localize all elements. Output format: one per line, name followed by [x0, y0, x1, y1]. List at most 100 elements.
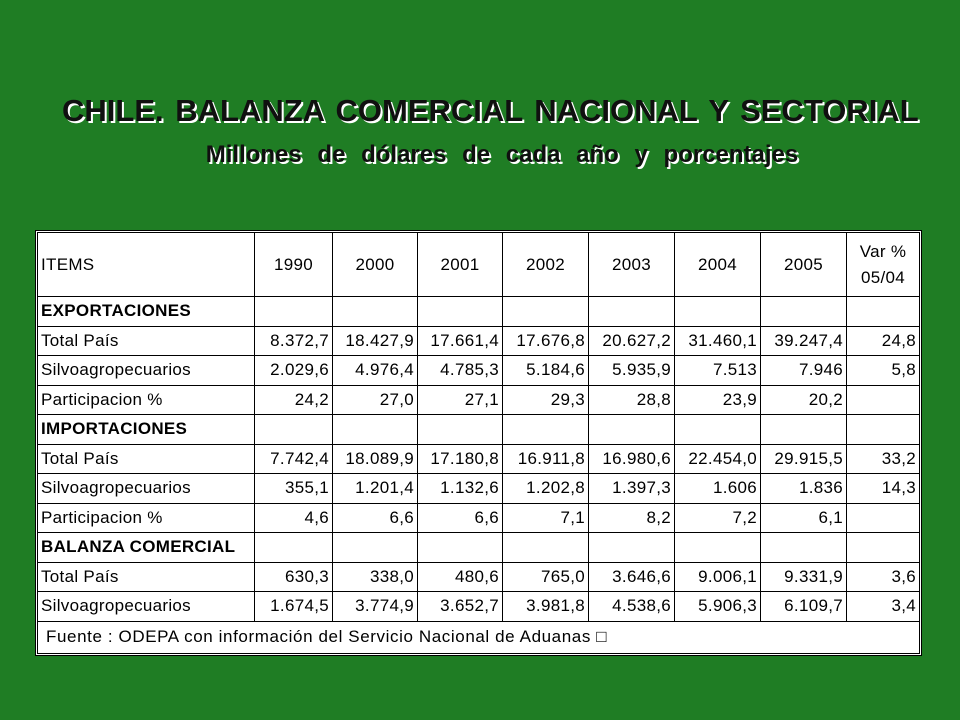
header-year-cell: 2004 [674, 232, 761, 297]
table-row: Participacion % 4,6 6,6 6,6 7,1 8,2 7,2 6,1 [37, 502, 920, 533]
empty-cell [502, 532, 589, 563]
value-cell: 6,6 [332, 502, 418, 533]
row-label-cell: Silvoagropecuarios [37, 473, 255, 504]
header-year-cell: 1990 [254, 232, 333, 297]
table-frame: ITEMS 1990 2000 2001 2002 2003 2004 2005… [35, 230, 922, 656]
value-cell: 27,0 [332, 384, 418, 415]
table-row: Total País 8.372,7 18.427,9 17.661,4 17.676,… [37, 325, 920, 356]
section-heading-row: EXPORTACIONES [37, 296, 920, 327]
slide-title: CHILE. BALANZA COMERCIAL NACIONAL Y SECT… [62, 93, 919, 128]
value-cell: 31.460,1 [674, 325, 761, 356]
row-label-cell: Silvoagropecuarios [37, 591, 255, 622]
row-label-cell: Total País [37, 561, 255, 592]
table-row: Silvoagropecuarios 1.674,5 3.774,9 3.652,7 3… [37, 591, 920, 622]
empty-cell [332, 296, 418, 327]
header-year-cell: 2003 [588, 232, 675, 297]
value-cell: 5.906,3 [674, 591, 761, 622]
value-cell: 8.372,7 [254, 325, 333, 356]
value-cell: 3.981,8 [502, 591, 589, 622]
value-cell: 16.980,6 [588, 443, 675, 474]
value-cell: 22.454,0 [674, 443, 761, 474]
empty-cell [760, 532, 847, 563]
value-cell: 4,6 [254, 502, 333, 533]
section-heading-cell: EXPORTACIONES [37, 296, 255, 327]
empty-cell [588, 532, 675, 563]
empty-cell [254, 532, 333, 563]
header-var-cell: Var % 05/04 [846, 232, 920, 297]
var-cell: 3,6 [846, 561, 920, 592]
empty-cell [588, 414, 675, 445]
value-cell: 4.785,3 [417, 355, 503, 386]
value-cell: 20.627,2 [588, 325, 675, 356]
value-cell: 29.915,5 [760, 443, 847, 474]
value-cell: 17.676,8 [502, 325, 589, 356]
value-cell: 1.674,5 [254, 591, 333, 622]
value-cell: 7,1 [502, 502, 589, 533]
row-label-cell: Silvoagropecuarios [37, 355, 255, 386]
var-cell: 5,8 [846, 355, 920, 386]
var-cell [846, 502, 920, 533]
empty-cell [254, 414, 333, 445]
value-cell: 765,0 [502, 561, 589, 592]
value-cell: 4.976,4 [332, 355, 418, 386]
row-label-cell: Participacion % [37, 384, 255, 415]
value-cell: 27,1 [417, 384, 503, 415]
value-cell: 1.606 [674, 473, 761, 504]
row-label-cell: Participacion % [37, 502, 255, 533]
row-label-cell: Total País [37, 443, 255, 474]
value-cell: 6,1 [760, 502, 847, 533]
empty-cell [332, 532, 418, 563]
empty-cell [417, 296, 503, 327]
value-cell: 17.661,4 [417, 325, 503, 356]
value-cell: 6,6 [417, 502, 503, 533]
value-cell: 338,0 [332, 561, 418, 592]
value-cell: 1.132,6 [417, 473, 503, 504]
empty-cell [254, 296, 333, 327]
source-row: Fuente : ODEPA con información del Servi… [37, 620, 920, 654]
var-cell: 3,4 [846, 591, 920, 622]
empty-cell [502, 414, 589, 445]
table-row: Participacion % 24,2 27,0 27,1 29,3 28,8 23,9 2… [37, 384, 920, 415]
header-var-line1: Var % [859, 241, 907, 261]
table-footer: Fuente : ODEPA con información del Servi… [37, 620, 920, 654]
empty-cell [674, 532, 761, 563]
value-cell: 3.652,7 [417, 591, 503, 622]
table-row: Silvoagropecuarios 355,1 1.201,4 1.132,6 1.2… [37, 473, 920, 504]
value-cell: 5.184,6 [502, 355, 589, 386]
value-cell: 630,3 [254, 561, 333, 592]
value-cell: 8,2 [588, 502, 675, 533]
value-cell: 1.201,4 [332, 473, 418, 504]
value-cell: 3.774,9 [332, 591, 418, 622]
value-cell: 5.935,9 [588, 355, 675, 386]
empty-cell [846, 532, 920, 563]
value-cell: 16.911,8 [502, 443, 589, 474]
table-row: Total País 7.742,4 18.089,9 17.180,8 16.911,… [37, 443, 920, 474]
value-cell: 480,6 [417, 561, 503, 592]
empty-cell [588, 296, 675, 327]
value-cell: 29,3 [502, 384, 589, 415]
value-cell: 1.202,8 [502, 473, 589, 504]
value-cell: 7.946 [760, 355, 847, 386]
value-cell: 6.109,7 [760, 591, 847, 622]
var-cell: 14,3 [846, 473, 920, 504]
var-cell: 24,8 [846, 325, 920, 356]
header-year-cell: 2002 [502, 232, 589, 297]
empty-cell [417, 532, 503, 563]
empty-cell [674, 414, 761, 445]
value-cell: 1.397,3 [588, 473, 675, 504]
table-row: Silvoagropecuarios 2.029,6 4.976,4 4.785,3 5… [37, 355, 920, 386]
section-heading-cell: IMPORTACIONES [37, 414, 255, 445]
header-items-cell: ITEMS [37, 232, 255, 297]
source-footnote: Fuente : ODEPA con información del Servi… [37, 620, 920, 654]
value-cell: 2.029,6 [254, 355, 333, 386]
empty-cell [846, 296, 920, 327]
value-cell: 17.180,8 [417, 443, 503, 474]
value-cell: 28,8 [588, 384, 675, 415]
section-heading-cell: BALANZA COMERCIAL [37, 532, 255, 563]
value-cell: 20,2 [760, 384, 847, 415]
empty-cell [760, 414, 847, 445]
empty-cell [332, 414, 418, 445]
value-cell: 39.247,4 [760, 325, 847, 356]
row-label-cell: Total País [37, 325, 255, 356]
value-cell: 7.513 [674, 355, 761, 386]
